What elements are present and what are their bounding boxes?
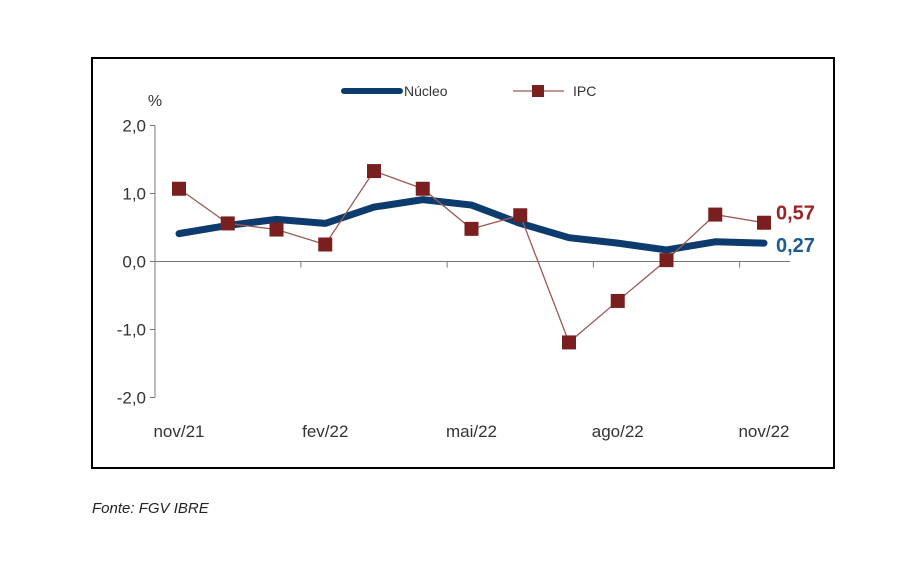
x-tick-label: fev/22: [302, 422, 348, 441]
y-axis-label: %: [148, 93, 162, 110]
legend-ipc-marker: [532, 85, 544, 97]
legend-ipc-label: IPC: [573, 83, 596, 99]
y-tick-label: -1,0: [117, 321, 146, 340]
y-tick-label: 2,0: [122, 117, 146, 136]
series-line-ipc: [178, 170, 765, 344]
legend-nucleo-label: Núcleo: [404, 83, 448, 99]
ipc-marker: [708, 207, 723, 222]
ipc-marker: [513, 208, 528, 223]
y-tick-label: 0,0: [122, 253, 146, 272]
x-tick-label: ago/22: [592, 422, 644, 441]
ipc-marker: [269, 222, 284, 237]
ipc-marker: [610, 293, 625, 308]
ipc-marker: [415, 181, 430, 196]
ipc-marker: [220, 216, 235, 231]
y-tick-label: 1,0: [122, 185, 146, 204]
y-tick-label: -2,0: [117, 389, 146, 408]
ipc-marker: [367, 164, 381, 179]
series-line-nucleo: [175, 196, 768, 254]
nucleo-end-label: 0,27: [776, 235, 815, 257]
ipc-marker: [464, 221, 479, 236]
x-tick-label: nov/22: [738, 422, 789, 441]
ipc-marker: [757, 215, 771, 230]
x-tick-label: nov/21: [153, 422, 204, 441]
ipc-marker: [172, 181, 186, 196]
x-tick-label: mai/22: [446, 422, 497, 441]
chart-frame: [91, 57, 835, 469]
ipc-marker: [659, 253, 674, 268]
ipc-marker: [562, 335, 576, 350]
source-note: Fonte: FGV IBRE: [92, 500, 209, 517]
ipc-end-label: 0,57: [776, 203, 815, 225]
ipc-marker: [318, 237, 333, 252]
